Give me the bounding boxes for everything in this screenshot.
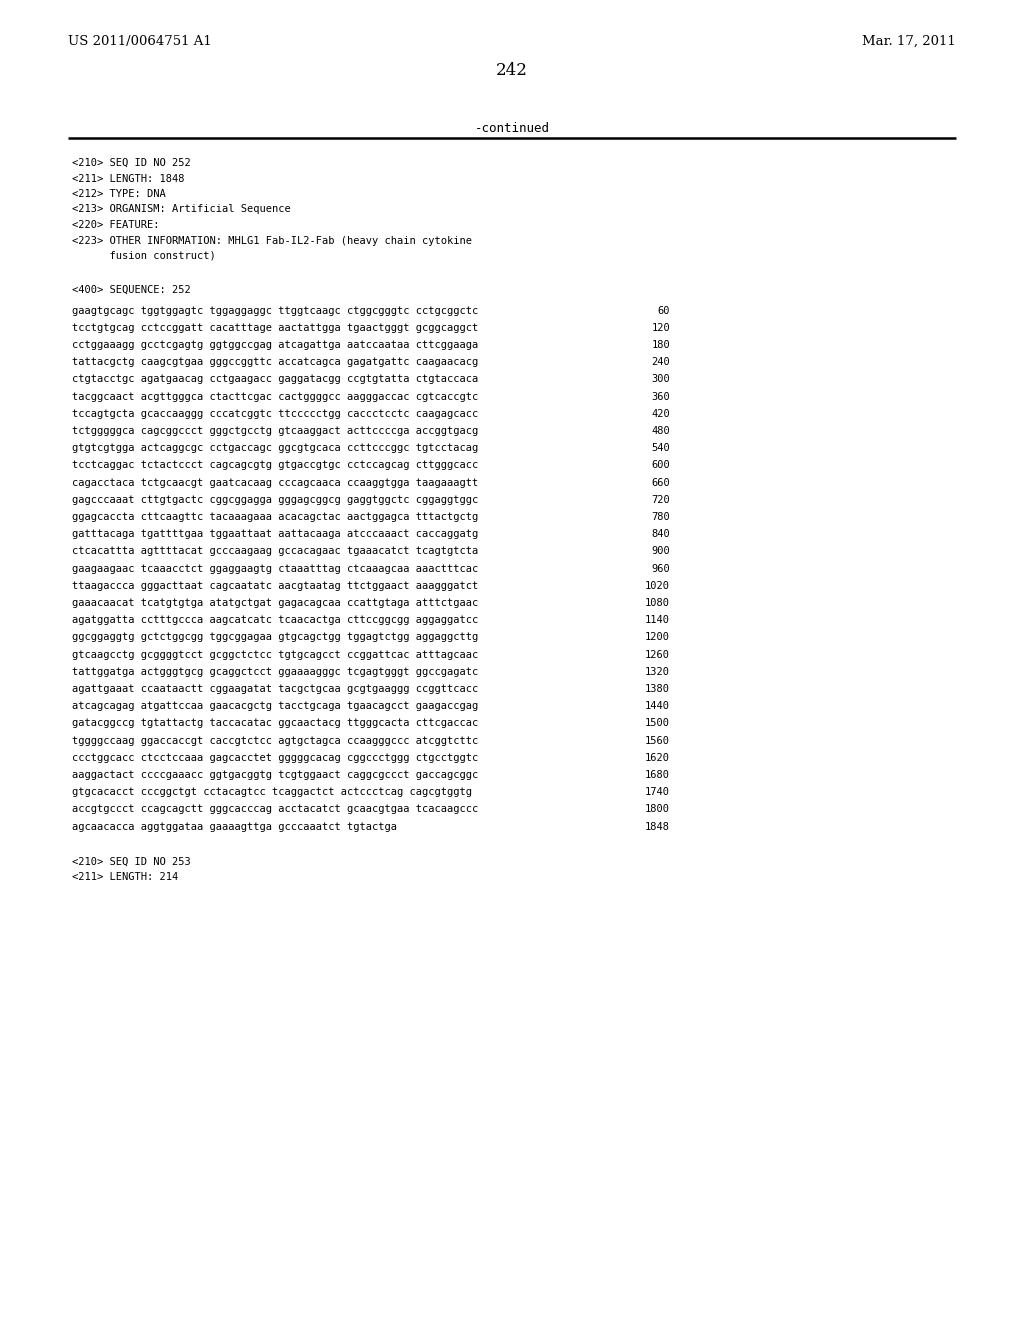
Text: 1380: 1380 [645, 684, 670, 694]
Text: accgtgccct ccagcagctt gggcacccag acctacatct gcaacgtgaa tcacaagccc: accgtgccct ccagcagctt gggcacccag acctaca… [72, 804, 478, 814]
Text: ttaagaccca gggacttaat cagcaatatc aacgtaatag ttctggaact aaagggatct: ttaagaccca gggacttaat cagcaatatc aacgtaa… [72, 581, 478, 591]
Text: gtcaagcctg gcggggtcct gcggctctcc tgtgcagcct ccggattcac atttagcaac: gtcaagcctg gcggggtcct gcggctctcc tgtgcag… [72, 649, 478, 660]
Text: 1260: 1260 [645, 649, 670, 660]
Text: aaggactact ccccgaaacc ggtgacggtg tcgtggaact caggcgccct gaccagcggc: aaggactact ccccgaaacc ggtgacggtg tcgtgga… [72, 770, 478, 780]
Text: 540: 540 [651, 444, 670, 453]
Text: ggagcaccta cttcaagttc tacaaagaaa acacagctac aactggagca tttactgctg: ggagcaccta cttcaagttc tacaaagaaa acacagc… [72, 512, 478, 523]
Text: 840: 840 [651, 529, 670, 540]
Text: 420: 420 [651, 409, 670, 418]
Text: 240: 240 [651, 358, 670, 367]
Text: <213> ORGANISM: Artificial Sequence: <213> ORGANISM: Artificial Sequence [72, 205, 291, 214]
Text: <211> LENGTH: 214: <211> LENGTH: 214 [72, 873, 178, 882]
Text: agcaacacca aggtggataa gaaaagttga gcccaaatct tgtactga: agcaacacca aggtggataa gaaaagttga gcccaaa… [72, 821, 397, 832]
Text: 960: 960 [651, 564, 670, 574]
Text: <210> SEQ ID NO 253: <210> SEQ ID NO 253 [72, 857, 190, 867]
Text: 1140: 1140 [645, 615, 670, 626]
Text: <210> SEQ ID NO 252: <210> SEQ ID NO 252 [72, 158, 190, 168]
Text: 780: 780 [651, 512, 670, 523]
Text: 120: 120 [651, 323, 670, 333]
Text: atcagcagag atgattccaa gaacacgctg tacctgcaga tgaacagcct gaagaccgag: atcagcagag atgattccaa gaacacgctg tacctgc… [72, 701, 478, 711]
Text: 1320: 1320 [645, 667, 670, 677]
Text: agatggatta cctttgccca aagcatcatc tcaacactga cttccggcgg aggaggatcc: agatggatta cctttgccca aagcatcatc tcaacac… [72, 615, 478, 626]
Text: gaagaagaac tcaaacctct ggaggaagtg ctaaatttag ctcaaagcaa aaactttcac: gaagaagaac tcaaacctct ggaggaagtg ctaaatt… [72, 564, 478, 574]
Text: gatacggccg tgtattactg taccacatac ggcaactacg ttgggcacta cttcgaccac: gatacggccg tgtattactg taccacatac ggcaact… [72, 718, 478, 729]
Text: tacggcaact acgttgggca ctacttcgac cactggggcc aagggaccac cgtcaccgtc: tacggcaact acgttgggca ctacttcgac cactggg… [72, 392, 478, 401]
Text: gaaacaacat tcatgtgtga atatgctgat gagacagcaa ccattgtaga atttctgaac: gaaacaacat tcatgtgtga atatgctgat gagacag… [72, 598, 478, 609]
Text: ccctggcacc ctcctccaaa gagcacctet gggggcacag cggccctggg ctgcctggtc: ccctggcacc ctcctccaaa gagcacctet gggggca… [72, 752, 478, 763]
Text: tcctgtgcag cctccggatt cacatttage aactattgga tgaactgggt gcggcaggct: tcctgtgcag cctccggatt cacatttage aactatt… [72, 323, 478, 333]
Text: gatttacaga tgattttgaa tggaattaat aattacaaga atcccaaact caccaggatg: gatttacaga tgattttgaa tggaattaat aattaca… [72, 529, 478, 540]
Text: ctcacattta agttttacat gcccaagaag gccacagaac tgaaacatct tcagtgtcta: ctcacattta agttttacat gcccaagaag gccacag… [72, 546, 478, 557]
Text: 660: 660 [651, 478, 670, 487]
Text: 1440: 1440 [645, 701, 670, 711]
Text: Mar. 17, 2011: Mar. 17, 2011 [862, 36, 956, 48]
Text: cctggaaagg gcctcgagtg ggtggccgag atcagattga aatccaataa cttcggaaga: cctggaaagg gcctcgagtg ggtggccgag atcagat… [72, 341, 478, 350]
Text: ggcggaggtg gctctggcgg tggcggagaa gtgcagctgg tggagtctgg aggaggcttg: ggcggaggtg gctctggcgg tggcggagaa gtgcagc… [72, 632, 478, 643]
Text: 1848: 1848 [645, 821, 670, 832]
Text: 180: 180 [651, 341, 670, 350]
Text: 1620: 1620 [645, 752, 670, 763]
Text: <220> FEATURE:: <220> FEATURE: [72, 220, 160, 230]
Text: gtgtcgtgga actcaggcgc cctgaccagc ggcgtgcaca ccttcccggc tgtcctacag: gtgtcgtgga actcaggcgc cctgaccagc ggcgtgc… [72, 444, 478, 453]
Text: 60: 60 [657, 306, 670, 315]
Text: 1200: 1200 [645, 632, 670, 643]
Text: <212> TYPE: DNA: <212> TYPE: DNA [72, 189, 166, 199]
Text: 360: 360 [651, 392, 670, 401]
Text: fusion construct): fusion construct) [72, 251, 216, 261]
Text: tccagtgcta gcaccaaggg cccatcggtc ttccccctgg caccctcctc caagagcacc: tccagtgcta gcaccaaggg cccatcggtc ttccccc… [72, 409, 478, 418]
Text: 1500: 1500 [645, 718, 670, 729]
Text: 480: 480 [651, 426, 670, 436]
Text: ctgtacctgc agatgaacag cctgaagacc gaggatacgg ccgtgtatta ctgtaccaca: ctgtacctgc agatgaacag cctgaagacc gaggata… [72, 375, 478, 384]
Text: 242: 242 [496, 62, 528, 79]
Text: 600: 600 [651, 461, 670, 470]
Text: agattgaaat ccaataactt cggaagatat tacgctgcaa gcgtgaaggg ccggttcacc: agattgaaat ccaataactt cggaagatat tacgctg… [72, 684, 478, 694]
Text: cagacctaca tctgcaacgt gaatcacaag cccagcaaca ccaaggtgga taagaaagtt: cagacctaca tctgcaacgt gaatcacaag cccagca… [72, 478, 478, 487]
Text: gaagtgcagc tggtggagtc tggaggaggc ttggtcaagc ctggcgggtc cctgcggctc: gaagtgcagc tggtggagtc tggaggaggc ttggtca… [72, 306, 478, 315]
Text: 1800: 1800 [645, 804, 670, 814]
Text: gtgcacacct cccggctgt cctacagtcc tcaggactct actccctcag cagcgtggtg: gtgcacacct cccggctgt cctacagtcc tcaggact… [72, 787, 472, 797]
Text: 1680: 1680 [645, 770, 670, 780]
Text: tggggccaag ggaccaccgt caccgtctcc agtgctagca ccaagggccc atcggtcttc: tggggccaag ggaccaccgt caccgtctcc agtgcta… [72, 735, 478, 746]
Text: 1020: 1020 [645, 581, 670, 591]
Text: 1560: 1560 [645, 735, 670, 746]
Text: 900: 900 [651, 546, 670, 557]
Text: tctgggggca cagcggccct gggctgcctg gtcaaggact acttccccga accggtgacg: tctgggggca cagcggccct gggctgcctg gtcaagg… [72, 426, 478, 436]
Text: tattacgctg caagcgtgaa gggccggttc accatcagca gagatgattc caagaacacg: tattacgctg caagcgtgaa gggccggttc accatca… [72, 358, 478, 367]
Text: <223> OTHER INFORMATION: MHLG1 Fab-IL2-Fab (heavy chain cytokine: <223> OTHER INFORMATION: MHLG1 Fab-IL2-F… [72, 235, 472, 246]
Text: tcctcaggac tctactccct cagcagcgtg gtgaccgtgc cctccagcag cttgggcacc: tcctcaggac tctactccct cagcagcgtg gtgaccg… [72, 461, 478, 470]
Text: 1740: 1740 [645, 787, 670, 797]
Text: tattggatga actgggtgcg gcaggctcct ggaaaagggc tcgagtgggt ggccgagatc: tattggatga actgggtgcg gcaggctcct ggaaaag… [72, 667, 478, 677]
Text: <400> SEQUENCE: 252: <400> SEQUENCE: 252 [72, 285, 190, 294]
Text: -continued: -continued [474, 121, 550, 135]
Text: <211> LENGTH: 1848: <211> LENGTH: 1848 [72, 173, 184, 183]
Text: 1080: 1080 [645, 598, 670, 609]
Text: 720: 720 [651, 495, 670, 506]
Text: US 2011/0064751 A1: US 2011/0064751 A1 [68, 36, 212, 48]
Text: gagcccaaat cttgtgactc cggcggagga gggagcggcg gaggtggctc cggaggtggc: gagcccaaat cttgtgactc cggcggagga gggagcg… [72, 495, 478, 506]
Text: 300: 300 [651, 375, 670, 384]
